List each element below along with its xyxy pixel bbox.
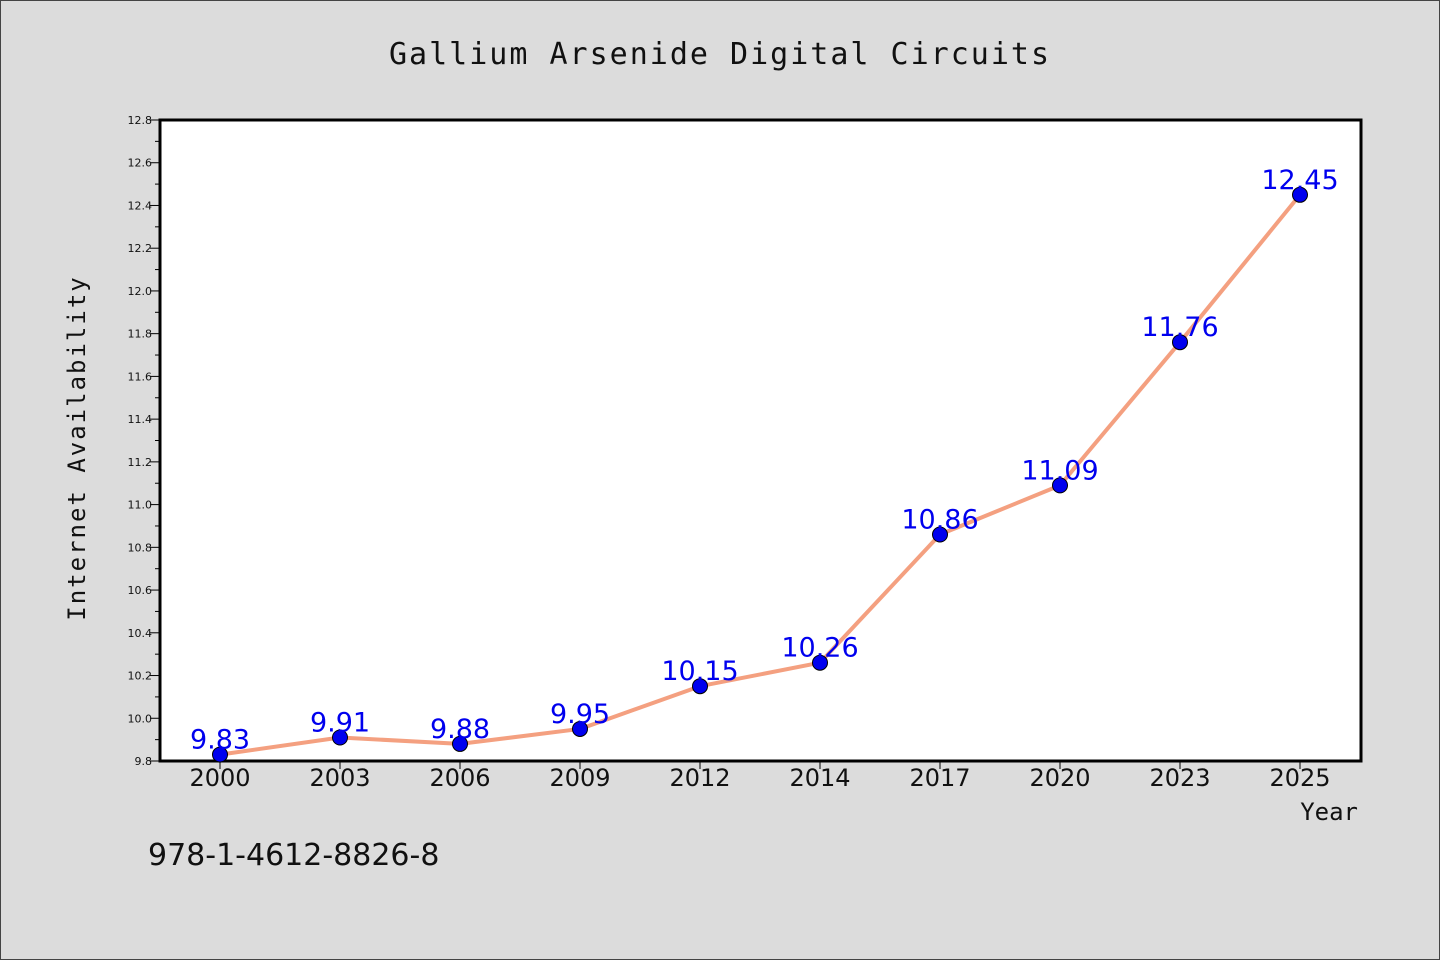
y-tick-label: 12.2	[128, 242, 153, 255]
data-point	[812, 654, 828, 671]
series-line	[218, 192, 1302, 757]
series: 9.83 9.91 9.88 9.95 10.15 10.26 10.86 11.09 11.7…	[190, 165, 1339, 763]
data-label: 10.86	[901, 505, 978, 536]
x-tick-label: 2003	[309, 764, 370, 792]
data-point	[332, 729, 348, 746]
y-axis-label: Internet Availability	[63, 275, 91, 620]
data-label: 9.83	[190, 725, 250, 756]
x-tick-label: 2006	[429, 764, 490, 792]
data-point	[452, 735, 468, 752]
data-label: 10.26	[781, 633, 858, 664]
y-tick-label: 12.4	[128, 199, 153, 212]
data-point	[692, 678, 708, 695]
data-point	[1292, 186, 1308, 203]
x-axis: 2000 2003 2006 2009 2012 2014 2017 2020 2023 2025	[189, 761, 1331, 792]
data-label: 11.76	[1141, 312, 1218, 343]
data-point	[1172, 334, 1188, 351]
y-tick-label: 11.8	[128, 328, 153, 341]
data-label: 10.15	[661, 656, 738, 687]
y-tick-label: 10.4	[128, 627, 153, 640]
data-label: 9.88	[430, 714, 490, 745]
data-label: 12.45	[1261, 165, 1338, 196]
data-label: 9.91	[310, 707, 370, 738]
y-tick-label: 11.0	[128, 499, 153, 512]
x-tick-label: 2017	[909, 764, 970, 792]
data-point	[572, 720, 588, 737]
y-tick-label: 10.8	[128, 541, 153, 554]
data-label: 11.09	[1021, 455, 1098, 486]
y-tick-label: 12.8	[128, 114, 153, 127]
y-tick-label: 10.0	[128, 712, 153, 725]
data-point	[932, 526, 948, 543]
y-tick-label: 11.6	[128, 370, 153, 383]
y-tick-label: 10.2	[128, 670, 153, 683]
x-tick-label: 2000	[189, 764, 250, 792]
y-tick-label: 11.2	[128, 456, 153, 469]
chart-title: Gallium Arsenide Digital Circuits	[389, 37, 1051, 72]
data-label: 9.95	[550, 699, 610, 730]
y-tick-label: 12.6	[128, 157, 153, 170]
isbn-text: 978-1-4612-8826-8	[148, 838, 439, 873]
y-axis: 9.8 10.0 10.2 10.4 10.6 10.8 11.0 11.2 11.4 11.6 1…	[128, 114, 160, 768]
x-tick-label: 2009	[549, 764, 610, 792]
y-tick-label: 11.4	[128, 413, 153, 426]
x-tick-label: 2020	[1029, 764, 1090, 792]
x-tick-label: 2023	[1149, 764, 1210, 792]
data-point	[1052, 477, 1068, 494]
plot-area	[158, 118, 1363, 763]
y-tick-label: 10.6	[128, 584, 153, 597]
x-tick-label: 2014	[789, 764, 850, 792]
y-tick-label: 9.8	[135, 755, 153, 768]
data-point	[212, 746, 228, 763]
x-tick-label: 2025	[1269, 764, 1330, 792]
y-tick-label: 12.0	[128, 285, 153, 298]
x-tick-label: 2012	[669, 764, 730, 792]
x-axis-label: Year	[1300, 798, 1358, 826]
